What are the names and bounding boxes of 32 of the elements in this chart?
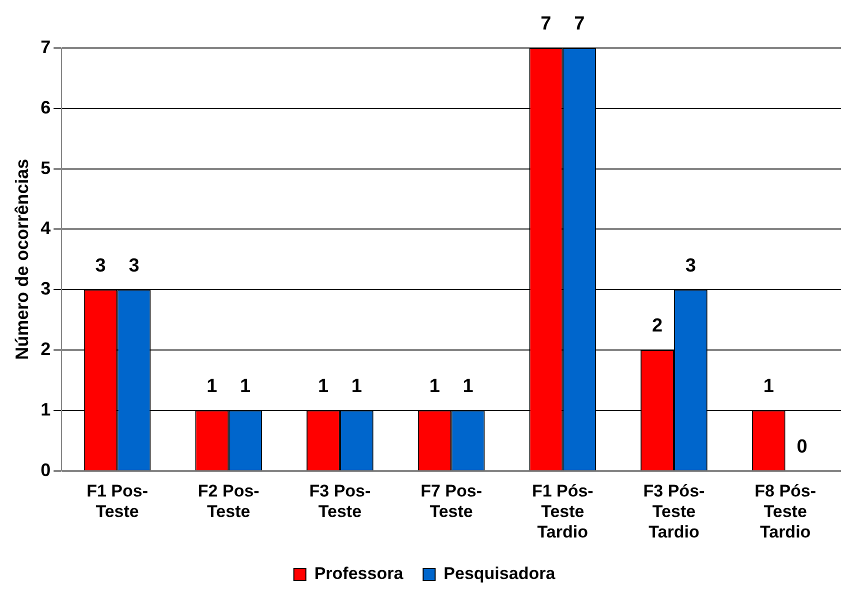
x-tick-label: F7 Pos-Teste (420, 482, 482, 522)
y-tick-label: 4 (40, 218, 51, 238)
y-tick-label: 5 (40, 158, 51, 178)
data-label: 1 (318, 376, 329, 398)
x-tick-label: F2 Pos-Teste (198, 482, 260, 522)
legend-label: Professora (314, 564, 404, 584)
data-label: 1 (351, 376, 362, 398)
data-label: 7 (540, 14, 552, 35)
y-tick-label: 3 (40, 278, 51, 299)
y-axis-title: Número de ocorrências (12, 158, 32, 360)
x-tick-label: F3 Pós-Teste Tardio (643, 482, 705, 542)
data-label: 3 (685, 255, 696, 276)
data-label: 7 (574, 14, 585, 35)
data-label: 1 (763, 376, 774, 398)
data-label: 1 (240, 376, 252, 398)
data-label: 0 (796, 436, 808, 458)
data-label: 1 (462, 376, 474, 398)
data-label: 3 (128, 255, 140, 276)
data-label: 1 (429, 376, 440, 398)
x-tick-label: F8 Pós-Teste Tardio (754, 482, 816, 542)
y-tick-label: 2 (40, 338, 51, 359)
data-label: 3 (95, 255, 106, 276)
y-tick-label: 6 (40, 97, 51, 118)
x-tick-label: F3 Pos-Teste (309, 482, 371, 522)
data-label: 1 (206, 376, 218, 398)
x-tick-label: F1 Pos-Teste (86, 482, 148, 522)
y-tick-label: 0 (40, 460, 51, 480)
y-tick-label: 7 (40, 36, 51, 57)
y-tick-label: 1 (40, 399, 51, 420)
legend-label: Pesquisadora (444, 564, 556, 584)
data-label: 2 (652, 316, 663, 337)
x-tick-label: F1 Pós-Teste Tardio (532, 482, 594, 542)
